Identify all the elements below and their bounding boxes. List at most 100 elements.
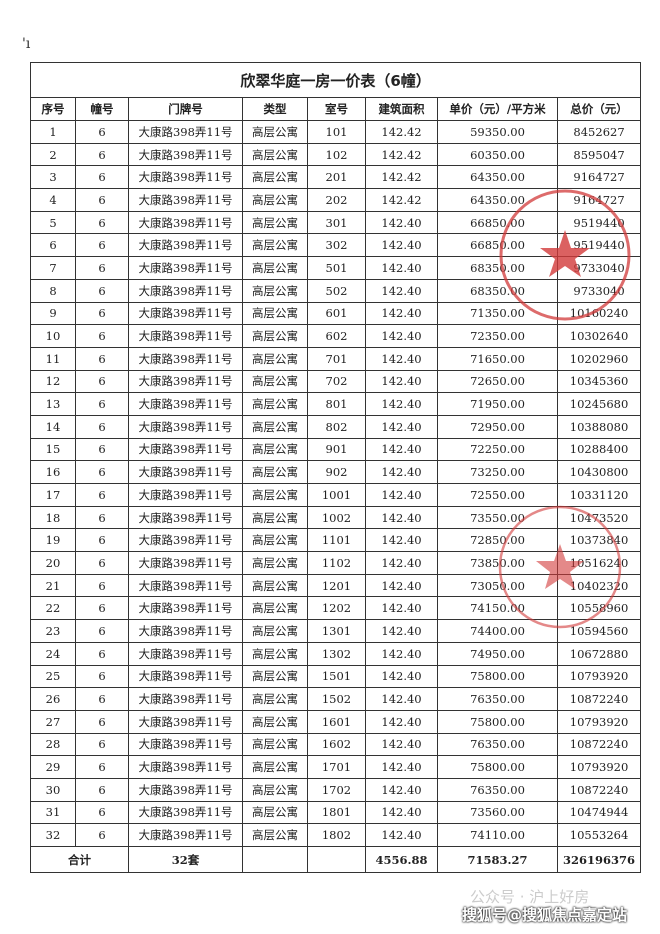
table-row: 23 6 大康路398弄11号 高层公寓 1301 142.40 74400.00 10594… xyxy=(30,619,642,643)
cell-unit-price: 76350.00 xyxy=(437,687,558,711)
cell-building: 6 xyxy=(75,460,129,484)
cell-unit-price: 71950.00 xyxy=(437,392,558,416)
cell-area: 142.40 xyxy=(365,709,438,734)
table-row: 22 6 大康路398弄11号 高层公寓 1202 142.40 74150.00 10558… xyxy=(30,596,642,621)
cell-area: 142.42 xyxy=(365,142,438,167)
table-row: 17 6 大康路398弄11号 高层公寓 1001 142.40 72550.00 10331… xyxy=(30,483,642,507)
total-label: 合计 xyxy=(30,846,129,873)
cell-area: 142.40 xyxy=(365,505,438,530)
cell-address: 大康路398弄11号 xyxy=(128,732,243,757)
cell-seq: 31 xyxy=(30,800,76,825)
cell-seq: 23 xyxy=(30,619,76,643)
cell-room: 602 xyxy=(307,324,366,348)
cell-unit-price: 72650.00 xyxy=(437,369,558,394)
cell-address: 大康路398弄11号 xyxy=(128,301,243,326)
cell-seq: 27 xyxy=(30,709,76,734)
cell-total-price: 10872240 xyxy=(556,777,642,802)
cell-area: 142.40 xyxy=(365,460,438,484)
cell-area: 142.42 xyxy=(365,165,438,190)
total-type xyxy=(242,846,308,873)
cell-total-price: 10553264 xyxy=(556,823,642,847)
cell-room: 1602 xyxy=(307,732,366,757)
cell-address: 大康路398弄11号 xyxy=(128,709,243,734)
cell-building: 6 xyxy=(75,256,129,280)
cell-area: 142.40 xyxy=(365,687,438,711)
cell-building: 6 xyxy=(75,528,129,553)
cell-area: 142.40 xyxy=(365,301,438,326)
cell-address: 大康路398弄11号 xyxy=(128,346,243,371)
cell-area: 142.40 xyxy=(365,528,438,553)
cell-room: 1601 xyxy=(307,709,366,734)
cell-unit-price: 74110.00 xyxy=(437,823,558,847)
cell-address: 大康路398弄11号 xyxy=(128,641,243,666)
cell-room: 102 xyxy=(307,142,366,167)
cell-address: 大康路398弄11号 xyxy=(128,414,243,439)
cell-building: 6 xyxy=(75,551,129,575)
cell-address: 大康路398弄11号 xyxy=(128,573,243,598)
column-header: 序号 xyxy=(30,97,76,121)
cell-area: 142.40 xyxy=(365,823,438,847)
cell-total-price: 10388080 xyxy=(556,414,642,439)
cell-unit-price: 76350.00 xyxy=(437,777,558,802)
cell-seq: 26 xyxy=(30,687,76,711)
cell-total-price: 9733040 xyxy=(556,256,642,280)
cell-building: 6 xyxy=(75,414,129,439)
cell-building: 6 xyxy=(75,120,129,144)
watermark-line2: 搜狐号@搜狐焦点嘉定站 xyxy=(462,906,628,924)
cell-address: 大康路398弄11号 xyxy=(128,437,243,462)
cell-area: 142.40 xyxy=(365,619,438,643)
cell-total-price: 10430800 xyxy=(556,460,642,484)
cell-seq: 22 xyxy=(30,596,76,621)
total-total-price: 326196376 xyxy=(556,846,642,873)
cell-type: 高层公寓 xyxy=(242,573,308,598)
cell-room: 1001 xyxy=(307,483,366,507)
cell-seq: 20 xyxy=(30,551,76,575)
table-row: 3 6 大康路398弄11号 高层公寓 201 142.42 64350.00 9164727 xyxy=(30,165,642,190)
cell-total-price: 10373840 xyxy=(556,528,642,553)
cell-room: 601 xyxy=(307,301,366,326)
cell-unit-price: 74150.00 xyxy=(437,596,558,621)
table-row: 18 6 大康路398弄11号 高层公寓 1002 142.40 73550.00 10473… xyxy=(30,505,642,530)
cell-room: 801 xyxy=(307,392,366,416)
cell-total-price: 10474944 xyxy=(556,800,642,825)
cell-room: 802 xyxy=(307,414,366,439)
cell-total-price: 10202960 xyxy=(556,346,642,371)
table-row: 28 6 大康路398弄11号 高层公寓 1602 142.40 76350.00 10872… xyxy=(30,732,642,757)
cell-type: 高层公寓 xyxy=(242,460,308,484)
cell-unit-price: 64350.00 xyxy=(437,188,558,212)
cell-seq: 18 xyxy=(30,505,76,530)
cell-room: 902 xyxy=(307,460,366,484)
column-header: 单价（元）/平方米 xyxy=(437,97,558,121)
cell-unit-price: 72350.00 xyxy=(437,324,558,348)
cell-unit-price: 64350.00 xyxy=(437,165,558,190)
cell-room: 1702 xyxy=(307,777,366,802)
column-header: 建筑面积 xyxy=(365,97,438,121)
table-row: 20 6 大康路398弄11号 高层公寓 1102 142.40 73850.00 10516… xyxy=(30,551,642,575)
cell-building: 6 xyxy=(75,324,129,348)
cell-room: 1202 xyxy=(307,596,366,621)
cell-room: 202 xyxy=(307,188,366,212)
cell-type: 高层公寓 xyxy=(242,324,308,348)
header-row: 序号 幢号 门牌号 类型 室号 建筑面积 单价（元）/平方米 总价（元） xyxy=(30,97,642,121)
cell-total-price: 10793920 xyxy=(556,755,642,779)
cell-type: 高层公寓 xyxy=(242,551,308,575)
cell-type: 高层公寓 xyxy=(242,142,308,167)
cell-seq: 14 xyxy=(30,414,76,439)
cell-room: 501 xyxy=(307,256,366,280)
table-row: 25 6 大康路398弄11号 高层公寓 1501 142.40 75800.00 10793… xyxy=(30,664,642,689)
cell-unit-price: 72850.00 xyxy=(437,528,558,553)
table-row: 1 6 大康路398弄11号 高层公寓 101 142.42 59350.00 8452627 xyxy=(30,120,642,144)
cell-building: 6 xyxy=(75,210,129,235)
cell-type: 高层公寓 xyxy=(242,823,308,847)
scan-mark: 'ı xyxy=(22,36,31,52)
cell-room: 301 xyxy=(307,210,366,235)
cell-building: 6 xyxy=(75,483,129,507)
cell-address: 大康路398弄11号 xyxy=(128,777,243,802)
cell-seq: 11 xyxy=(30,346,76,371)
cell-total-price: 10345360 xyxy=(556,369,642,394)
cell-area: 142.40 xyxy=(365,573,438,598)
table-row: 29 6 大康路398弄11号 高层公寓 1701 142.40 75800.00 10793… xyxy=(30,755,642,779)
cell-total-price: 9519440 xyxy=(556,233,642,258)
cell-seq: 15 xyxy=(30,437,76,462)
cell-type: 高层公寓 xyxy=(242,687,308,711)
